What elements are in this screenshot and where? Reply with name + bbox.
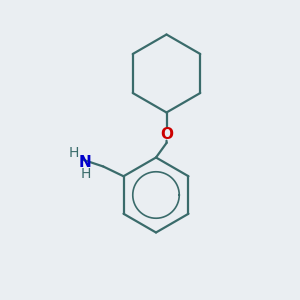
Text: O: O — [160, 127, 173, 142]
Text: H: H — [80, 167, 91, 181]
Text: N: N — [79, 155, 92, 170]
Text: H: H — [69, 146, 79, 160]
